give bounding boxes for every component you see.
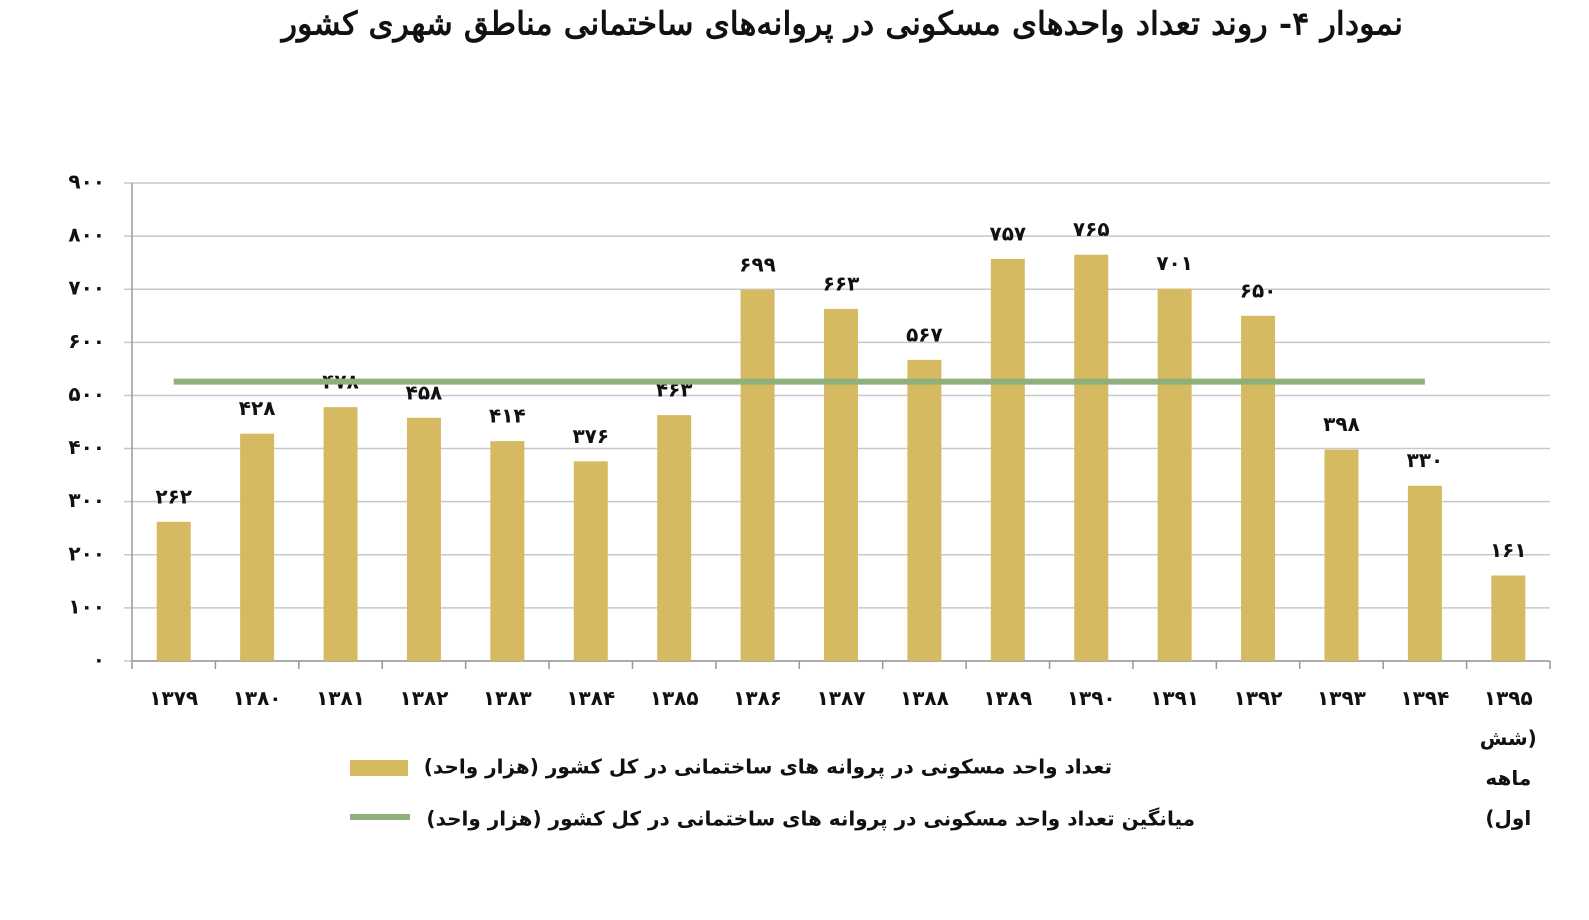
chart-title: نمودار ۴- روند تعداد واحدهای مسکونی در پ… xyxy=(280,5,1403,44)
data-label: ۱۶۱ xyxy=(1490,538,1527,562)
legend-swatch xyxy=(350,760,408,776)
data-label: ۴۲۸ xyxy=(239,396,276,420)
bar xyxy=(406,417,441,661)
bar xyxy=(1241,315,1276,661)
bar xyxy=(657,415,692,661)
bar xyxy=(907,359,942,661)
legend-label: تعداد واحد مسکونی در پروانه های ساختمانی… xyxy=(424,755,1112,780)
legend-label: میانگین تعداد واحد مسکونی در پروانه های … xyxy=(426,807,1195,832)
x-tick-label: ۱۳۸۱ xyxy=(316,686,365,710)
x-tick-label: ۱۳۹۲ xyxy=(1233,686,1283,710)
data-label: ۶۶۳ xyxy=(823,271,860,295)
data-label: ۴۱۴ xyxy=(489,404,526,428)
y-tick-label: ۶۰۰ xyxy=(68,329,105,353)
x-tick-label: ۱۳۷۹ xyxy=(149,686,199,710)
data-label: ۶۹۹ xyxy=(739,252,776,276)
bar xyxy=(156,521,191,661)
bar xyxy=(573,461,608,661)
bar xyxy=(740,289,775,661)
x-tick-label: ۱۳۸۷ xyxy=(816,686,866,710)
data-label: ۳۹۸ xyxy=(1323,412,1360,436)
y-tick-label: ۰ xyxy=(93,648,105,672)
bar xyxy=(1157,288,1192,661)
data-label: ۶۵۰ xyxy=(1240,278,1277,302)
bar xyxy=(1407,485,1442,661)
bar xyxy=(323,407,358,661)
y-tick-label: ۵۰۰ xyxy=(68,382,105,406)
x-tick-label: ۱۳۸۳ xyxy=(482,686,532,710)
data-label: ۳۳۰ xyxy=(1407,448,1444,472)
x-tick-label: ۱۳۹۱ xyxy=(1150,686,1200,710)
y-tick-label: ۲۰۰ xyxy=(68,541,105,565)
x-tick-label: ۱۳۹۰ xyxy=(1066,686,1116,710)
x-tick-label: ۱۳۹۳ xyxy=(1317,686,1366,710)
data-label: ۲۶۲ xyxy=(155,484,192,508)
x-tick-label: ۱۳۸۸ xyxy=(899,686,949,710)
bar xyxy=(240,433,275,661)
bar xyxy=(1491,575,1526,661)
data-label: ۷۵۷ xyxy=(990,221,1027,245)
x-tick-label: ۱۳۹۴ xyxy=(1400,686,1450,710)
y-tick-label: ۱۰۰ xyxy=(68,594,105,618)
y-tick-label: ۹۰۰ xyxy=(68,170,105,194)
bar xyxy=(824,308,858,661)
x-tick-label: ۱۳۸۴ xyxy=(566,686,616,710)
y-tick-label: ۷۰۰ xyxy=(68,276,105,300)
x-tick-label: ۱۳۸۲ xyxy=(399,686,449,710)
bar xyxy=(490,441,525,661)
x-tick-label: ۱۳۸۶ xyxy=(733,686,782,710)
x-tick-label: ۱۳۸۹ xyxy=(983,686,1033,710)
data-label: ۵۶۷ xyxy=(906,322,943,346)
data-label: ۳۷۶ xyxy=(572,424,609,448)
y-tick-label: ۴۰۰ xyxy=(68,435,105,459)
x-tick-label: ۱۳۸۵ xyxy=(649,686,699,710)
y-tick-label: ۸۰۰ xyxy=(68,223,105,247)
y-tick-label: ۳۰۰ xyxy=(68,488,105,512)
data-label: ۷۶۵ xyxy=(1073,217,1110,241)
bar xyxy=(1324,449,1359,661)
bar xyxy=(1074,254,1109,661)
x-tick-label: ۱۳۸۰ xyxy=(232,686,282,710)
x-tick-label: ۱۳۹۵ (شش ماهه اول) xyxy=(1479,686,1537,830)
bar xyxy=(990,258,1025,661)
data-label: ۷۰۱ xyxy=(1156,251,1193,275)
